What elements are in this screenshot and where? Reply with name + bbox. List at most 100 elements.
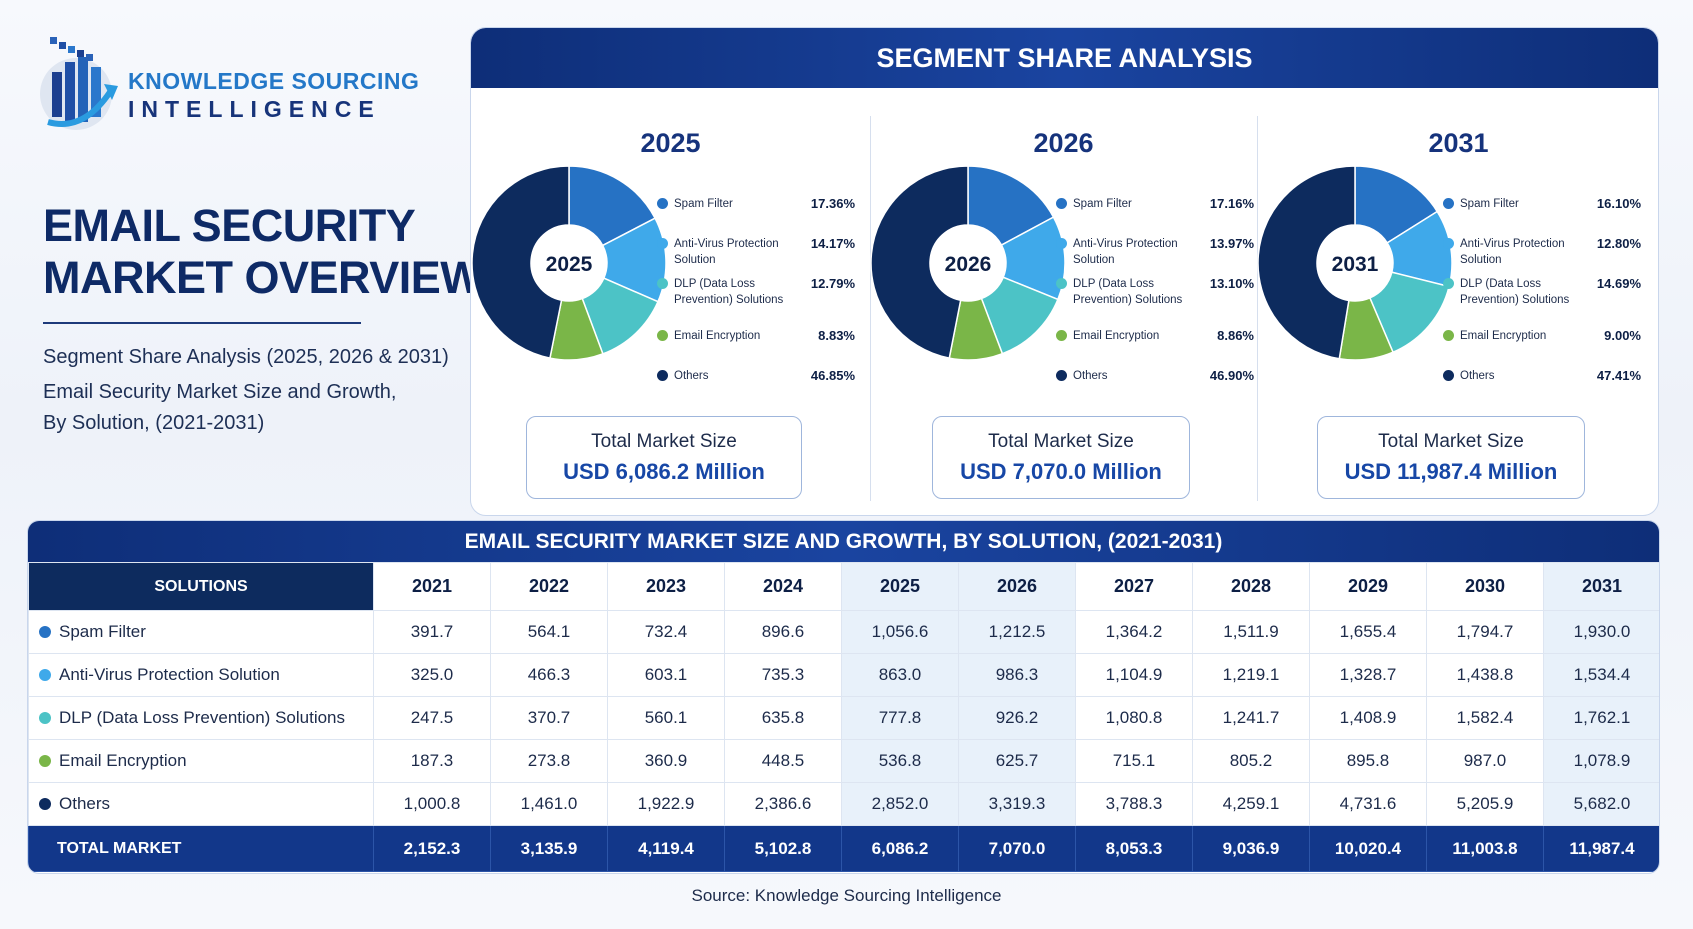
brand-name-line2: INTELLIGENCE [128,96,381,122]
logo-icon [40,37,118,130]
table-cell: 1,762.1 [1543,696,1659,740]
table-cell: 1,000.8 [373,782,491,826]
legend-label: Spam Filter [674,198,733,210]
header-year: 2030 [1426,562,1544,611]
legend-label: DLP (Data Loss Prevention) Solutions [1073,278,1183,306]
legend-label: Email Encryption [1460,330,1547,342]
row-label: Spam Filter [28,610,374,654]
legend-value: 12.79% [810,276,855,291]
legend-value: 12.80% [1596,236,1641,251]
legend-value: 8.86% [1217,328,1254,343]
total-label: Total Market Size [1378,431,1524,452]
table-cell: 735.3 [724,653,842,697]
legend-value: 17.36% [810,196,855,211]
row-dot [39,755,51,767]
total-cell: 11,003.8 [1426,825,1544,872]
legend-value: 14.17% [810,236,855,251]
legend-dot [1056,198,1067,209]
legend-value: 9.00% [1604,328,1641,343]
table-cell: 805.2 [1192,739,1310,783]
table-cell: 926.2 [958,696,1076,740]
total-cell: 9,036.9 [1192,825,1310,872]
table-cell: 625.7 [958,739,1076,783]
total-cell: 5,102.8 [724,825,842,872]
table-cell: 1,655.4 [1309,610,1427,654]
total-label: Total Market Size [591,431,737,452]
segment-panel-header: SEGMENT SHARE ANALYSIS [471,28,1658,88]
total-cell: 2,152.3 [373,825,491,872]
table-cell: 370.7 [490,696,608,740]
total-cell: 11,987.4 [1543,825,1659,872]
table-cell: 1,794.7 [1426,610,1544,654]
source-note: Source: Knowledge Sourcing Intelligence [691,886,1002,905]
table-cell: 2,852.0 [841,782,959,826]
legend-value: 16.10% [1596,196,1641,211]
table-cell: 1,328.7 [1309,653,1427,697]
table-cell: 1,212.5 [958,610,1076,654]
legend-label: DLP (Data Loss Prevention) Solutions [674,278,784,306]
header-year: 2029 [1309,562,1427,611]
table-cell: 1,511.9 [1192,610,1310,654]
legend-value: 17.16% [1209,196,1254,211]
legend-dot [1443,370,1454,381]
donut-chart-2025: 2025 2025 Spam Filter 17.36% Anti-Virus P… [471,88,870,515]
donut-svg: 2025 [471,165,667,361]
header-year: 2024 [724,562,842,611]
table-cell: 895.8 [1309,739,1427,783]
table-cell: 1,080.8 [1075,696,1193,740]
subtitle-3: By Solution, (2021-2031) [43,412,265,434]
table-cell: 187.3 [373,739,491,783]
legend-dot [1443,330,1454,341]
table-cell: 536.8 [841,739,959,783]
slice-others [1257,165,1356,360]
table-row: Anti-Virus Protection Solution 325.0 466.3… [28,653,1659,697]
total-cell: 10,020.4 [1309,825,1427,872]
subtitle-1: Segment Share Analysis (2025, 2026 & 203… [43,346,449,368]
page-title: EMAIL SECURITY MARKET OVERVIEW [43,200,483,304]
legend-label: Others [1073,370,1108,382]
total-row: TOTAL MARKET 2,152.3 3,135.9 4,119.4 5,102.8… [28,825,1659,872]
table-header-row: SOLUTIONS 2021 2022 2023 2024 2025 2026 2027 202… [28,562,1659,611]
legend-dot [657,330,668,341]
market-size-table: EMAIL SECURITY MARKET SIZE AND GROWTH, B… [27,520,1660,874]
table-cell: 1,408.9 [1309,696,1427,740]
total-market-size-box: Total Market Size USD 11,987.4 Million [1317,416,1585,499]
legend-dot [1056,278,1067,289]
legend-dot [1443,238,1454,249]
slice-others [870,165,969,360]
subtitle-2: Email Security Market Size and Growth, [43,381,397,403]
donut-center-label: 2026 [945,253,992,276]
table-cell: 4,259.1 [1192,782,1310,826]
total-cell: 4,119.4 [607,825,725,872]
table-cell: 987.0 [1426,739,1544,783]
legend-dot [1443,198,1454,209]
header-year: 2027 [1075,562,1193,611]
table-cell: 1,534.4 [1543,653,1659,697]
legend-dot [1056,238,1067,249]
legend-value: 47.41% [1596,368,1641,383]
legend-label: Spam Filter [1073,198,1132,210]
table-cell: 3,319.3 [958,782,1076,826]
header-solutions: SOLUTIONS [28,562,374,611]
legend-value: 13.10% [1209,276,1254,291]
title-line1: EMAIL SECURITY [43,200,416,251]
slice-spam-filter [967,165,1055,247]
legend-label: Anti-Virus Protection Solution [1073,238,1178,266]
legend-dot [657,238,668,249]
column-divider [1257,116,1258,501]
donut-chart-2026: 2026 2026 Spam Filter 17.16% Anti-Virus P… [870,88,1257,515]
row-dot [39,712,51,724]
legend-label: Others [674,370,709,382]
table-cell: 1,922.9 [607,782,725,826]
slice-others [471,165,570,359]
table-cell: 732.4 [607,610,725,654]
header-year: 2025 [841,562,959,611]
title-divider [43,322,361,324]
legend-label: Email Encryption [1073,330,1160,342]
row-name: Anti-Virus Protection Solution [59,665,280,684]
table-row: Email Encryption 187.3 273.8 360.9 448.5 536.… [28,739,1659,783]
header-year: 2023 [607,562,725,611]
legend-value: 46.85% [810,368,855,383]
legend-dot [657,370,668,381]
table-cell: 1,461.0 [490,782,608,826]
